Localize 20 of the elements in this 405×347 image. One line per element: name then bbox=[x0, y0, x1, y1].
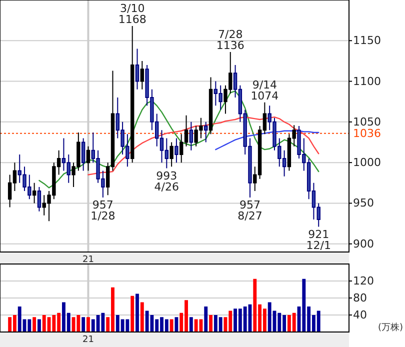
y-tick-label: 950 bbox=[353, 196, 374, 210]
y-tick-label: 80 bbox=[353, 292, 367, 304]
y-tick-label: 120 bbox=[353, 274, 374, 288]
y-axis-title: (万株) bbox=[378, 322, 403, 333]
x-tick-label: 21 bbox=[82, 335, 94, 345]
y-tick-label: 1150 bbox=[353, 34, 381, 48]
y-tick-label: 1100 bbox=[353, 74, 381, 88]
annotation: 957 1/28 bbox=[90, 198, 116, 223]
y-tick-label: 40 bbox=[353, 308, 367, 322]
annotation: 957 8/27 bbox=[238, 198, 262, 223]
y-tick-label: 1000 bbox=[353, 156, 381, 170]
annotation: 993 4/26 bbox=[154, 169, 180, 194]
y-tick-label: 1050 bbox=[353, 115, 381, 128]
annotation: 9/14 1074 bbox=[250, 78, 279, 102]
annotation: 921 12/1 bbox=[306, 228, 331, 252]
y-tick-label: 900 bbox=[353, 237, 374, 250]
ref-line-label: 1036 bbox=[353, 126, 381, 140]
x-tick-label: 21 bbox=[82, 255, 94, 265]
annotation: 3/10 1168 bbox=[118, 2, 146, 26]
annotation: 7/28 1136 bbox=[216, 28, 244, 52]
